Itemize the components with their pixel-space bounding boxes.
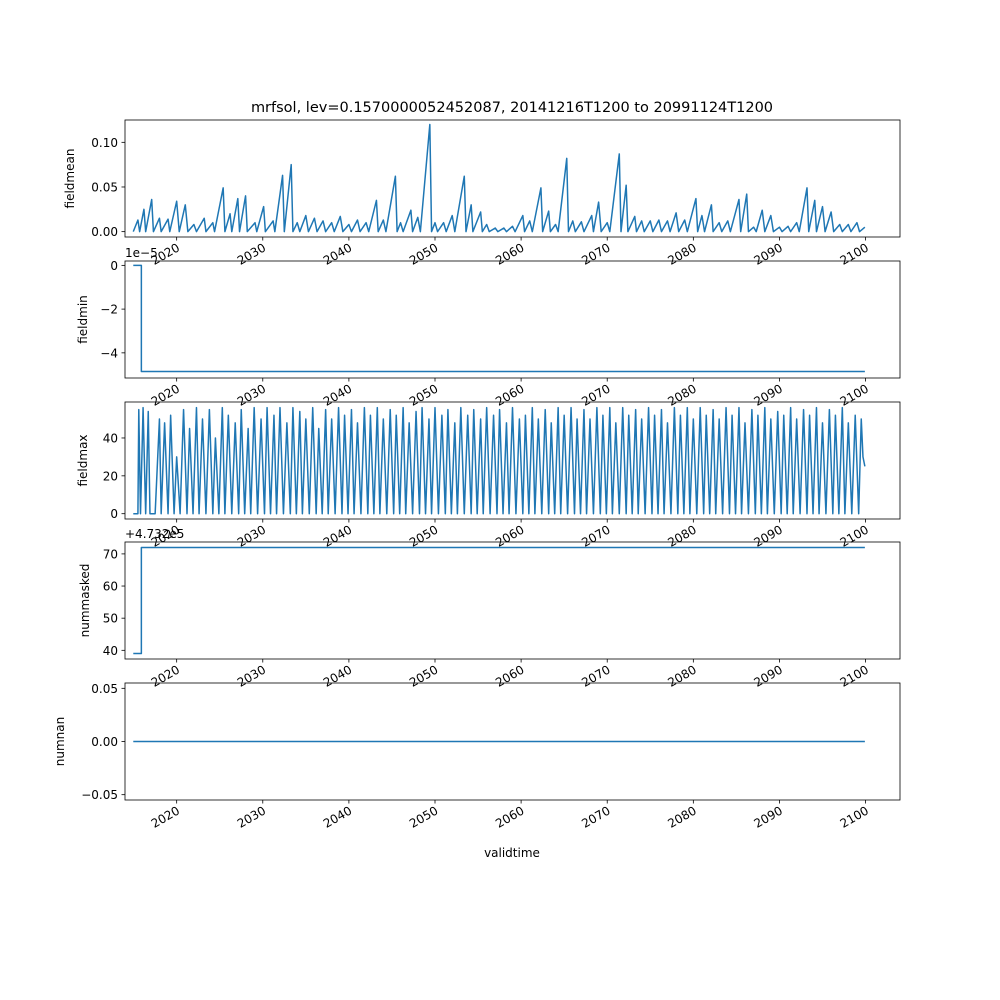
y-tick-label: 60 xyxy=(103,580,118,594)
y-tick-label: 0 xyxy=(110,259,118,273)
axes-frame xyxy=(124,541,901,660)
series-line-fieldmean xyxy=(132,123,866,233)
series-line-nummasked xyxy=(133,546,865,655)
axes-frame xyxy=(124,260,901,379)
axes-frame xyxy=(124,119,901,238)
y-tick-label: −2 xyxy=(100,303,118,317)
axes-frame xyxy=(124,401,901,520)
series-line-fieldmax xyxy=(133,406,866,515)
y-tick-label: 0.05 xyxy=(91,180,118,194)
y-tick-label: 40 xyxy=(103,431,118,445)
y-tick-label: −4 xyxy=(100,346,118,360)
y-axis-label: fieldmin xyxy=(76,295,90,344)
y-tick-label: 40 xyxy=(103,644,118,658)
figure-title: mrfsol, lev=0.1570000052452087, 20141216… xyxy=(251,100,773,116)
y-tick-label: −0.05 xyxy=(81,788,118,802)
y-offset-text: +4.732e5 xyxy=(125,527,184,541)
y-tick-label: 70 xyxy=(103,547,118,561)
y-offset-text: 1e−5 xyxy=(125,246,158,260)
y-axis-label: numnan xyxy=(53,717,67,766)
y-tick-label: 0.10 xyxy=(91,136,118,150)
y-axis-label: fieldmean xyxy=(63,149,77,209)
series-line-fieldmin xyxy=(133,264,865,373)
y-axis-label: nummasked xyxy=(78,564,92,638)
y-tick-label: 20 xyxy=(103,469,118,483)
y-axis-label: fieldmax xyxy=(76,434,90,486)
y-tick-label: 0.00 xyxy=(91,735,118,749)
x-axis-label: validtime xyxy=(484,846,540,860)
y-tick-label: 50 xyxy=(103,612,118,626)
y-tick-label: 0.00 xyxy=(91,225,118,239)
y-tick-label: 0.05 xyxy=(91,682,118,696)
y-tick-label: 0 xyxy=(110,507,118,521)
